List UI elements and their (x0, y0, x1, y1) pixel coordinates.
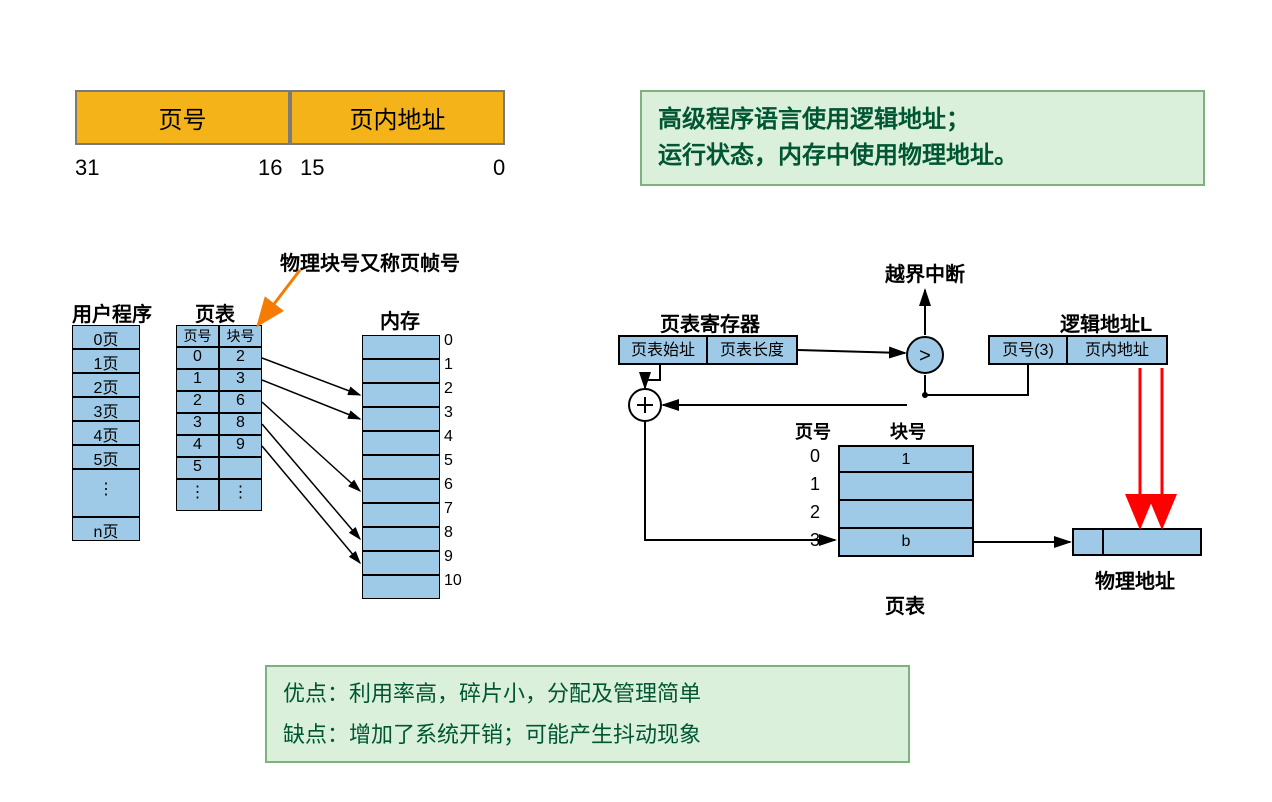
memory-title: 内存 (380, 305, 420, 334)
page-offset-cell: 页内地址 (290, 90, 505, 145)
up-row: 2页 (72, 373, 140, 397)
user-program-title: 用户程序 (72, 298, 152, 327)
up-row: n页 (72, 517, 140, 541)
up-row: 1页 (72, 349, 140, 373)
green-line2: 运行状态，内存中使用物理地址。 (658, 138, 1187, 174)
page-table-title: 页表 (195, 298, 235, 327)
adv-line: 优点：利用率高，碎片小，分配及管理简单 (283, 677, 892, 710)
memory-blocks (362, 335, 440, 599)
user-program-list: 0页 1页 2页 3页 4页 5页 ⋮ n页 (72, 325, 140, 541)
up-row: ⋮ (72, 469, 140, 517)
bottom-green-note: 优点：利用率高，碎片小，分配及管理简单 缺点：增加了系统开销；可能产生抖动现象 (265, 665, 910, 763)
page-table: 页号 块号 02 13 26 38 49 5 ⋮⋮ (176, 325, 262, 511)
rpt-caption: 页表 (885, 590, 925, 619)
up-row: 3页 (72, 397, 140, 421)
rpt-pageno: 页号 (795, 418, 831, 444)
pt-header: 块号 (219, 325, 262, 347)
register-title: 页表寄存器 (660, 308, 760, 337)
pt-header: 页号 (176, 325, 219, 347)
physical-addr-box (1072, 528, 1202, 556)
green-line1: 高级程序语言使用逻辑地址； (658, 102, 1187, 138)
up-row: 0页 (72, 325, 140, 349)
page-number-cell: 页号 (75, 90, 290, 145)
svg-text:>: > (919, 345, 931, 367)
rpt-blockno: 块号 (890, 418, 926, 444)
right-page-table: 1 b (838, 445, 974, 557)
bit-15: 15 (300, 155, 324, 181)
logic-addr-title: 逻辑地址L (1060, 308, 1152, 337)
bit-31: 31 (75, 155, 99, 181)
up-row: 5页 (72, 445, 140, 469)
bit-0: 0 (493, 155, 505, 181)
address-format-table: 页号 页内地址 (75, 90, 505, 145)
bit-16: 16 (258, 155, 282, 181)
top-green-note: 高级程序语言使用逻辑地址； 运行状态，内存中使用物理地址。 (640, 90, 1205, 186)
interrupt-label: 越界中断 (885, 258, 965, 287)
up-row: 4页 (72, 421, 140, 445)
physical-addr-label: 物理地址 (1095, 565, 1175, 594)
logic-addr-box: 页号(3) 页内地址 (988, 335, 1168, 365)
register-box: 页表始址 页表长度 (618, 335, 798, 365)
disadv-line: 缺点：增加了系统开销；可能产生抖动现象 (283, 718, 892, 751)
annotation-text: 物理块号又称页帧号 (280, 247, 460, 276)
